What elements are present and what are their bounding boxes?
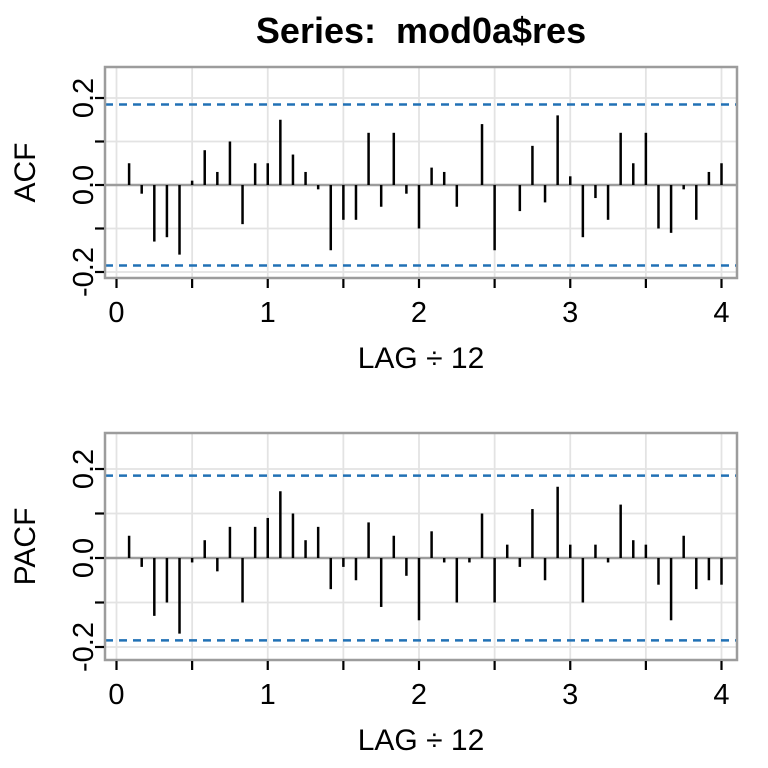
y-tick-label: 0.2 — [68, 78, 100, 118]
x-tick-label: 4 — [713, 297, 729, 329]
y-axis-title: PACF — [9, 508, 42, 586]
y-tick-label: 0.0 — [68, 538, 100, 578]
x-axis-title: LAG ÷ 12 — [358, 724, 485, 757]
x-tick-label: 0 — [108, 297, 124, 329]
panel-border — [103, 431, 739, 662]
x-tick-label: 3 — [562, 297, 578, 329]
x-tick-label: 1 — [260, 679, 276, 711]
x-axis-title: LAG ÷ 12 — [358, 342, 485, 375]
y-tick-label: 0.0 — [68, 165, 100, 205]
panel-border — [103, 65, 739, 280]
x-tick-label: 3 — [562, 679, 578, 711]
figure-title: Series: mod0a$res — [256, 10, 586, 51]
pacf-panel: 0 1 2 3 4 0.2 0.0 -0.2 LAG ÷ 12 PACF — [9, 431, 739, 757]
panels-group: 0 1 2 3 4 0.2 0.0 -0.2 LAG ÷ 12 ACF 0 1 2 3 4 0.2 0.0 -0.… — [9, 65, 739, 757]
y-tick-label: -0.2 — [68, 247, 100, 297]
y-tick-label: 0.2 — [68, 449, 100, 489]
x-tick-label: 2 — [411, 297, 427, 329]
x-tick-label: 2 — [411, 679, 427, 711]
x-tick-label: 0 — [108, 679, 124, 711]
acf-panel: 0 1 2 3 4 0.2 0.0 -0.2 LAG ÷ 12 ACF — [9, 65, 739, 375]
x-tick-label: 1 — [260, 297, 276, 329]
y-tick-label: -0.2 — [68, 622, 100, 672]
y-axis-title: ACF — [9, 143, 42, 203]
x-tick-label: 4 — [713, 679, 729, 711]
